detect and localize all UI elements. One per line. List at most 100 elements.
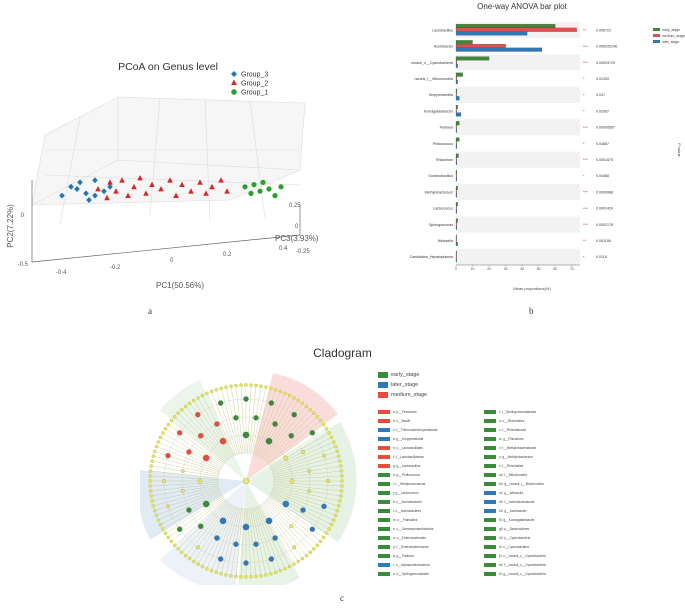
anova-category-label: Pediococcus [433,142,454,146]
clade-leaf-node [205,566,209,571]
clade-branch [253,388,272,454]
anova-x-tick-label: 40 [520,267,524,271]
anova-bar-medium-stage [455,157,457,162]
taxon-legend-item: a0: f__Mitochondria [484,471,527,479]
clade-branch [150,470,219,479]
p-value-axis-label: P-value [677,143,682,157]
anova-p-value: 0.02087 [596,109,609,113]
panel-label-a: a [148,306,152,316]
anova-bar-early-stage [455,202,458,207]
clade-leaf-node [304,553,309,558]
anova-category-label: Rhizobium [436,158,453,162]
anova-bar-early-stage [455,137,460,142]
taxon-label: h0: p__Cyanobacteria [499,536,531,540]
pcoa-point-group-1 [257,188,263,194]
taxon-label: i0: c__Cyanobacteria [499,545,529,549]
anova-row-band [456,151,580,168]
taxon-label: f: f__Lactobacillaceae [393,455,424,459]
anova-category-label: Kroppenstedtia [429,93,453,97]
clade-inner-node [186,507,192,513]
clade-inner-node [322,453,326,458]
taxon-label: c: f__Thermoactinomycetaceae [393,428,438,432]
clade-branch [271,492,334,521]
cladogram [140,373,357,585]
clade-leaf-node [152,508,157,513]
taxon-label: o: o__Enterobacterales [393,536,426,540]
clade-leaf-node [244,575,248,579]
taxon-swatch [484,554,496,558]
anova-category-label: Methylobacterium [425,190,453,194]
clade-leaf-node [214,570,219,575]
taxon-legend-item: e0: g__Acetobacter [484,507,527,515]
taxon-swatch [484,446,496,450]
clade-leaf-node [331,440,336,444]
clade-leaf-node [269,386,273,390]
clade-branch [150,483,219,492]
pc2-tick-1: -0.5 [18,262,29,268]
clade-branch [270,432,330,468]
pcoa-point-group-2 [149,181,155,187]
clade-inner-node [166,504,170,509]
taxon-legend-item: u: o__Rhizobiales [484,417,524,425]
taxon-legend-item: k: c__Actinobacteria [378,498,422,506]
anova-significance: ** [583,238,587,243]
clade-branch [251,387,267,454]
clade-inner-node [268,556,275,562]
clade-leaf-node [229,574,233,578]
pcoa-point-group-2 [104,194,110,201]
clade-leaf-node [148,484,152,488]
taxon-swatch [378,410,390,414]
pcoa-point-group-3 [92,192,98,199]
pcoa-points [59,175,284,203]
taxon-swatch [378,563,390,567]
clade-branch [247,508,252,577]
taxon-swatch [378,446,390,450]
pc2-tick-0: 0 [21,213,25,219]
anova-p-value: 0.0009988 [596,190,613,194]
anova-bar-early-stage [455,250,457,255]
clade-leaf-node [327,431,331,435]
clade-leaf-node [340,484,344,488]
pcoa-point-group-2 [158,186,164,192]
taxon-swatch [378,428,390,432]
taxon-label: l: o__Actinobacteria [393,509,421,513]
anova-x-tick-label: 10 [471,267,475,271]
clade-leaf-node [318,539,323,544]
anova-row-band [456,103,580,120]
clade-leaf-node [150,499,154,503]
clade-inner-node [217,400,224,406]
taxon-label: d: g__Kroppenstedtia [393,437,424,441]
pcoa-legend: Group_3 Group_2 Group_1 [231,71,268,97]
anova-category-label: Oceanobacillus [428,174,453,178]
anova-bar-early-stage [455,40,473,45]
taxon-legend-item: l0: g__norank_c__Cyanobacteria [484,570,546,578]
anova-bar-early-stage [455,169,457,174]
taxon-swatch [378,437,390,441]
taxon-legend-item: o: o__Enterobacterales [378,534,426,542]
clade-leaf-node [259,574,263,578]
taxon-swatch [378,464,390,468]
clade-branch [235,385,244,454]
taxon-swatch [484,419,496,423]
taxon-legend-item: z: f__Rhizobiales [484,462,523,470]
taxon-swatch [378,518,390,522]
anova-row-band [456,184,580,201]
taxon-label: e0: g__Acetobacter [499,509,527,513]
pcoa-point-group-2 [167,177,173,183]
clade-inner-node [214,421,220,427]
clade-leaf-node [331,518,336,522]
clade-leaf-node [166,422,171,427]
clade-inner-node [289,524,294,529]
anova-title: One-way ANOVA bar plot [477,2,567,11]
clade-leaf-node [339,464,343,468]
clade-branch [269,428,327,466]
panel-label-b: b [529,306,534,316]
anova-significance: *** [583,44,588,49]
anova-bar-later-stage [455,177,457,182]
clade-branch [273,482,342,487]
clade-leaf-node [158,522,163,527]
clade-leaf-node [339,489,344,493]
legend-early-swatch [653,28,660,31]
anova-bar-later-stage [455,31,528,36]
taxon-label: c0: g__Weissella [499,491,524,495]
